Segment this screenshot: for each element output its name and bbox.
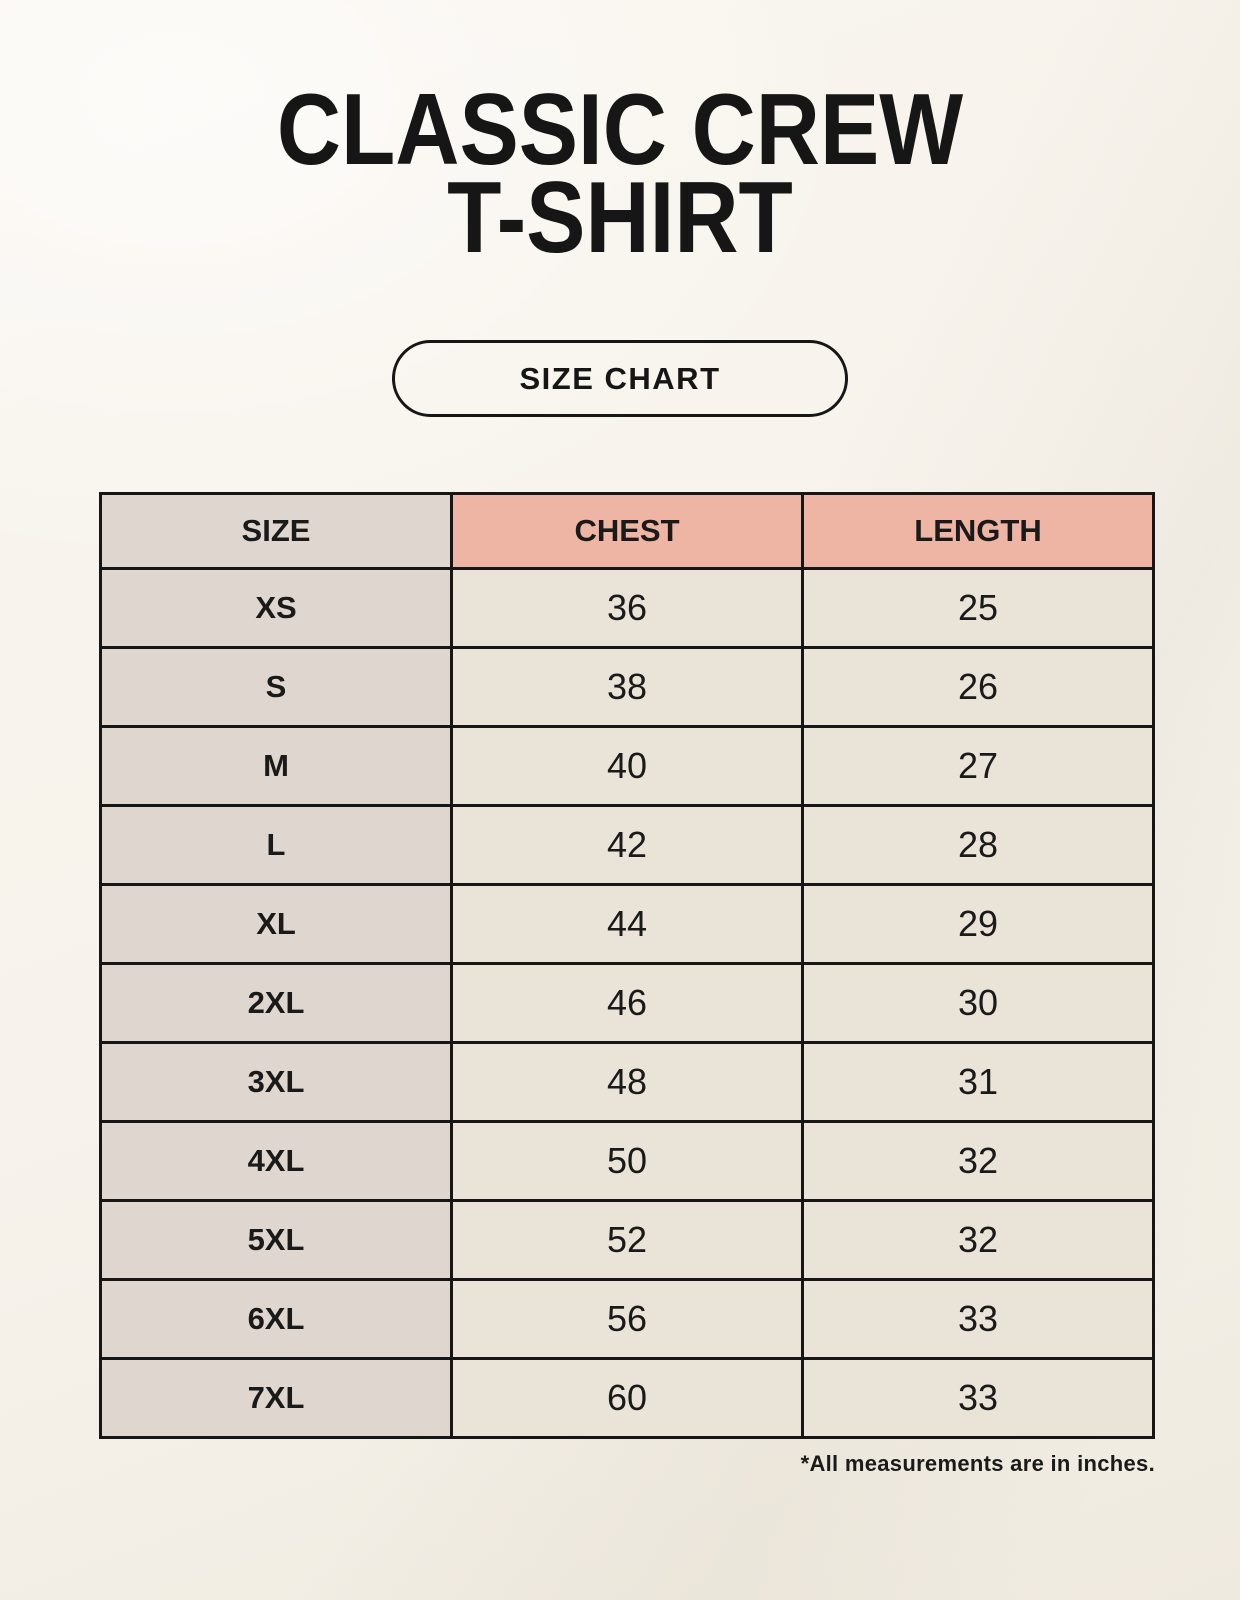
column-header-length: LENGTH	[801, 492, 1155, 570]
chest-cell: 48	[450, 1041, 804, 1123]
chest-cell: 52	[450, 1199, 804, 1281]
row-m: M 40 27	[99, 725, 1155, 807]
size-cell: 3XL	[99, 1041, 453, 1123]
size-cell: L	[99, 804, 453, 886]
length-cell: 33	[801, 1278, 1155, 1360]
length-cell: 32	[801, 1199, 1155, 1281]
length-cell: 29	[801, 883, 1155, 965]
size-cell: XL	[99, 883, 453, 965]
length-cell: 28	[801, 804, 1155, 886]
length-cell: 26	[801, 646, 1155, 728]
chest-cell: 46	[450, 962, 804, 1044]
length-cell: 31	[801, 1041, 1155, 1123]
length-cell: 33	[801, 1357, 1155, 1439]
row-4xl: 4XL 50 32	[99, 1120, 1155, 1202]
chest-cell: 40	[450, 725, 804, 807]
row-l: L 42 28	[99, 804, 1155, 886]
chest-cell: 60	[450, 1357, 804, 1439]
row-3xl: 3XL 48 31	[99, 1041, 1155, 1123]
chest-cell: 38	[450, 646, 804, 728]
length-cell: 25	[801, 567, 1155, 649]
row-5xl: 5XL 52 32	[99, 1199, 1155, 1281]
chest-cell: 36	[450, 567, 804, 649]
chest-cell: 56	[450, 1278, 804, 1360]
chest-cell: 50	[450, 1120, 804, 1202]
measurement-note: *All measurements are in inches.	[800, 1451, 1155, 1476]
row-xl: XL 44 29	[99, 883, 1155, 965]
size-cell: XS	[99, 567, 453, 649]
column-header-size: SIZE	[99, 492, 453, 570]
size-cell: 6XL	[99, 1278, 453, 1360]
row-xs: XS 36 25	[99, 567, 1155, 649]
row-2xl: 2XL 46 30	[99, 962, 1155, 1044]
size-cell: S	[99, 646, 453, 728]
row-7xl: 7XL 60 33	[99, 1357, 1155, 1439]
size-cell: 4XL	[99, 1120, 453, 1202]
size-cell: 5XL	[99, 1199, 453, 1281]
length-cell: 30	[801, 962, 1155, 1044]
column-header-chest: CHEST	[450, 492, 804, 570]
chest-cell: 44	[450, 883, 804, 965]
row-6xl: 6XL 56 33	[99, 1278, 1155, 1360]
size-chart-table: SIZE CHEST LENGTH XS 36 25 S 38 26 M 40 …	[99, 492, 1155, 1439]
size-cell: 7XL	[99, 1357, 453, 1439]
page-title-line-1: CLASSIC CREW	[276, 74, 964, 186]
size-cell: 2XL	[99, 962, 453, 1044]
size-cell: M	[99, 725, 453, 807]
chest-cell: 42	[450, 804, 804, 886]
length-cell: 32	[801, 1120, 1155, 1202]
page-title: CLASSIC CREW T-SHIRT	[74, 0, 1165, 274]
length-cell: 27	[801, 725, 1155, 807]
size-chart-button-label: SIZE CHART	[519, 360, 721, 396]
size-chart-button[interactable]: SIZE CHART	[392, 340, 848, 417]
row-s: S 38 26	[99, 646, 1155, 728]
table-header-row: SIZE CHEST LENGTH	[99, 492, 1155, 570]
page-title-line-2: T-SHIRT	[447, 162, 793, 274]
